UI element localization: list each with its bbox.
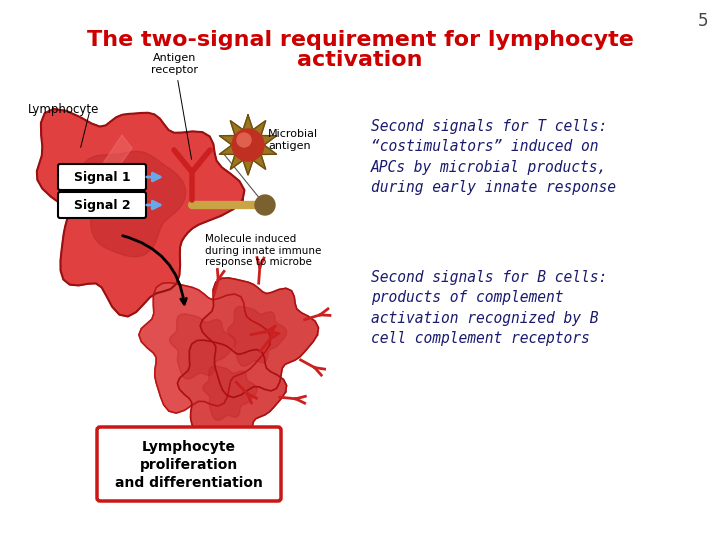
Text: Molecule induced
during innate immune
response to microbe: Molecule induced during innate immune re… xyxy=(205,234,321,267)
Polygon shape xyxy=(169,314,235,379)
Text: Second signals for T cells:
“costimulators” induced on
APCs by microbial product: Second signals for T cells: “costimulato… xyxy=(371,119,616,195)
Text: Lymphocyte: Lymphocyte xyxy=(142,440,236,454)
Text: Signal 2: Signal 2 xyxy=(73,199,130,212)
Polygon shape xyxy=(203,366,257,420)
FancyBboxPatch shape xyxy=(58,164,146,190)
Text: 5: 5 xyxy=(698,12,708,30)
Polygon shape xyxy=(177,340,287,449)
Polygon shape xyxy=(139,283,271,413)
Text: proliferation: proliferation xyxy=(140,458,238,472)
Text: Microbial
antigen: Microbial antigen xyxy=(268,129,318,151)
Text: Lymphocyte: Lymphocyte xyxy=(28,104,99,117)
Polygon shape xyxy=(102,135,132,172)
Text: Antigen
receptor: Antigen receptor xyxy=(151,53,199,159)
Polygon shape xyxy=(80,151,186,256)
Text: Signal 1: Signal 1 xyxy=(73,171,130,184)
Polygon shape xyxy=(220,115,276,175)
Circle shape xyxy=(232,129,264,161)
Text: The two-signal requirement for lymphocyte: The two-signal requirement for lymphocyt… xyxy=(86,30,634,50)
Text: and differentiation: and differentiation xyxy=(115,476,263,490)
FancyBboxPatch shape xyxy=(97,427,281,501)
Circle shape xyxy=(237,133,251,147)
Circle shape xyxy=(255,195,275,215)
Text: activation: activation xyxy=(297,50,423,70)
Polygon shape xyxy=(37,109,245,316)
Polygon shape xyxy=(228,307,287,366)
Text: Second signals for B cells:
products of complement
activation recognized by B
ce: Second signals for B cells: products of … xyxy=(371,270,607,346)
FancyBboxPatch shape xyxy=(58,192,146,218)
Polygon shape xyxy=(200,278,318,397)
